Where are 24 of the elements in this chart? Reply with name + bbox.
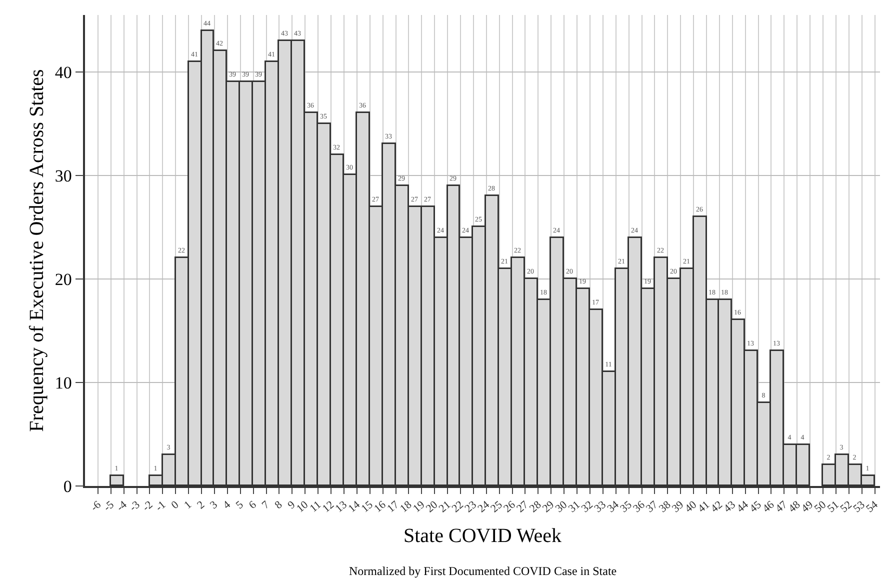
y-tick-label: 10 — [54, 373, 72, 392]
text: Normalized by First Documented COVID Case in State — [349, 564, 617, 578]
x-tick-label: -5 — [102, 498, 117, 514]
x-tick-label: 54 — [864, 498, 881, 516]
x-tick-label: 4 — [220, 498, 234, 512]
x-tick-label: 7 — [260, 498, 272, 512]
y-tick-label: 20 — [54, 270, 72, 289]
x-tick-label: -4 — [114, 498, 130, 514]
x-tick-label: 3 — [208, 498, 220, 512]
y-axis-title: Frequency of Executive Orders Across States — [26, 68, 48, 432]
y-tick-label: 0 — [63, 476, 72, 496]
y-tick-label: 30 — [54, 166, 72, 186]
x-tick-label: -6 — [88, 498, 104, 514]
y-tick-label: 40 — [54, 62, 72, 82]
x-tick-label: 1 — [182, 498, 194, 512]
x-tick-label: 0 — [169, 498, 182, 512]
x-tick-label: 5 — [234, 498, 246, 512]
x-tick-label: 2 — [195, 498, 207, 512]
x-tick-label: -3 — [128, 498, 143, 514]
x-tick-label: 8 — [272, 498, 286, 512]
x-tick-label: 6 — [246, 498, 260, 512]
x-tick-label: -2 — [140, 498, 156, 514]
x-axis-title: State COVID Week — [404, 525, 562, 548]
x-tick-label: -1 — [153, 498, 168, 514]
